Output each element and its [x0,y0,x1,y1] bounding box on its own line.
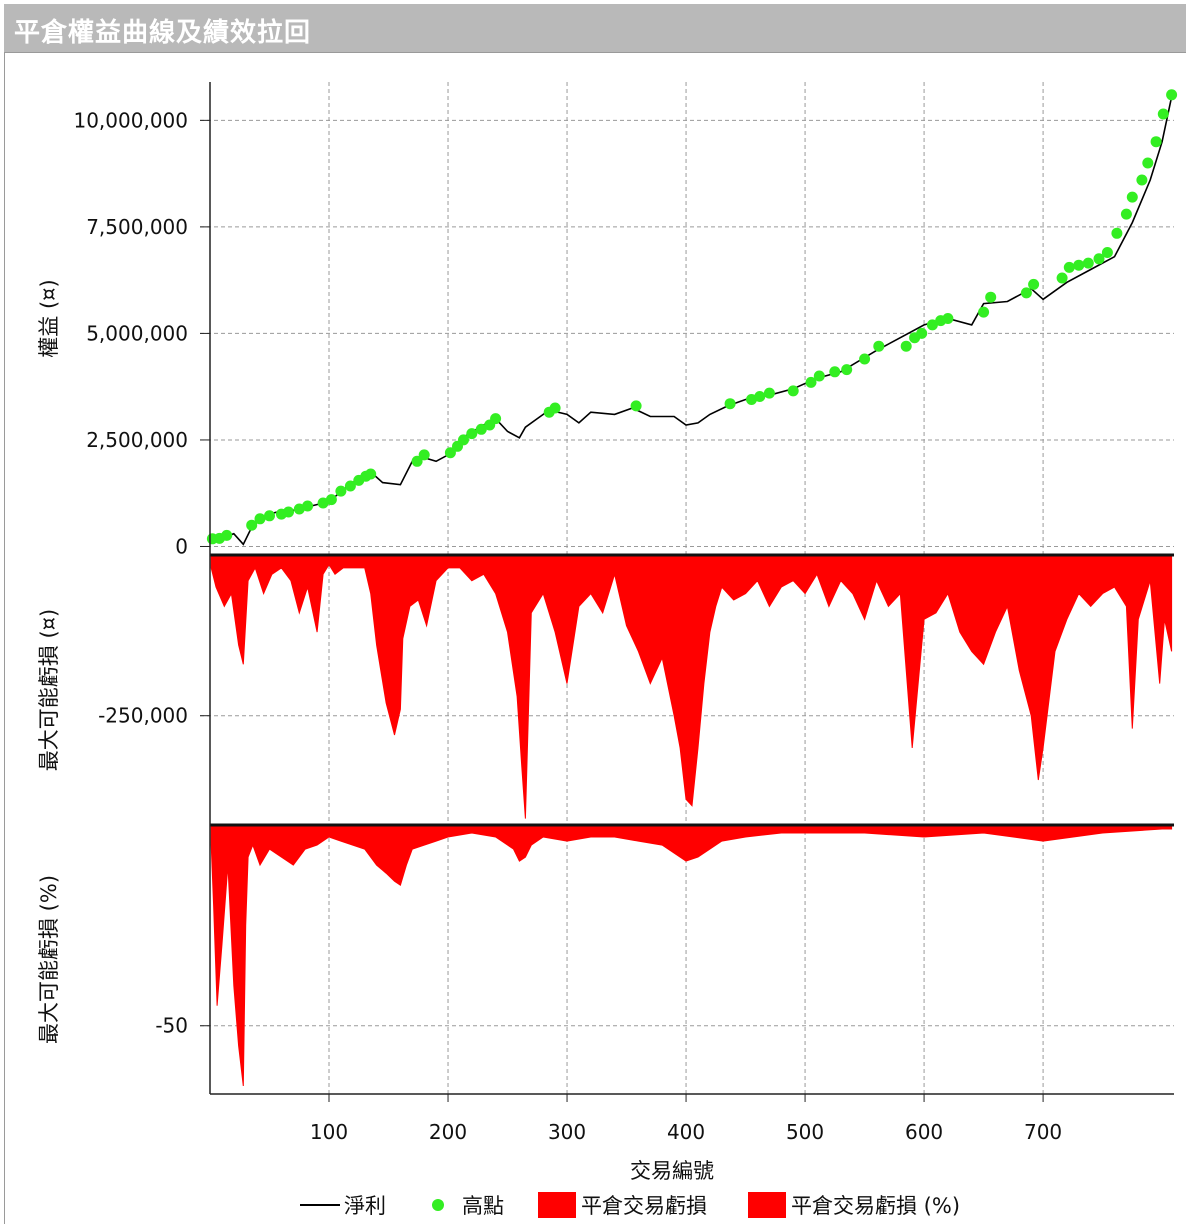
high-point-marker [900,340,912,352]
legend-label: 平倉交易虧損 (%) [791,1194,960,1218]
drawdown_amount-area [210,554,1173,819]
y-axis-title: 最大可能虧損 (%) [37,875,61,1044]
high-point-marker [1136,174,1148,186]
y-tick-label: -50 [155,1014,188,1038]
high-point-marker [1073,259,1085,271]
high-point-marker [829,366,841,378]
high-point-marker [1150,136,1162,148]
y-axis-title: 最大可能虧損 (¤) [37,609,61,771]
x-tick-label: 700 [1024,1120,1062,1144]
high-point-marker [985,291,997,303]
high-point-marker [746,394,757,405]
high-point-marker [942,313,954,324]
high-point-marker [787,385,799,397]
legend-box-swatch [748,1192,786,1218]
high-point-marker [630,400,642,412]
high-point-marker [873,340,885,352]
y-tick-label: 5,000,000 [86,321,188,345]
high-point-marker [1063,261,1075,273]
high-point-marker [1157,108,1169,120]
high-point-marker [1101,247,1113,258]
high-point-marker [418,449,430,461]
high-point-marker [1082,257,1094,269]
high-point-marker [1056,272,1068,284]
high-point-marker [490,413,502,425]
high-point-marker [813,370,825,382]
high-point-marker [1093,253,1105,265]
legend-label: 高點 [462,1194,504,1218]
legend-label: 淨利 [344,1194,386,1218]
x-tick-label: 500 [786,1120,824,1144]
high-point-marker [264,510,275,522]
high-point-marker [805,376,817,388]
high-point-marker [254,513,266,525]
high-point-marker [466,428,478,440]
high-point-marker [221,529,233,541]
high-point-marker [365,468,377,480]
high-point-marker [335,485,347,497]
high-point-marker [754,391,766,402]
y-tick-label: -250,000 [98,704,188,728]
high-point-marker [458,434,469,446]
high-point-marker [246,519,258,531]
x-tick-label: 600 [905,1120,943,1144]
legend-dot-swatch [432,1199,444,1211]
high-point-marker [916,327,928,339]
high-point-marker [344,480,356,492]
high-point-marker [859,353,871,365]
legend-label: 平倉交易虧損 [581,1194,707,1218]
high-point-marker [283,506,294,518]
drawdown_percent-area [210,824,1173,1087]
y-tick-label: 2,500,000 [86,428,188,452]
x-tick-label: 100 [310,1120,348,1144]
high-point-marker [978,306,990,318]
high-point-marker [1142,157,1154,169]
high-point-marker [841,364,853,376]
frame-border [4,52,5,1224]
equity-panel: 0 2,500,000 5,000,000 7,500,000 10,000,000 權益… [37,89,1178,558]
high-point-marker [411,455,423,467]
x-axis-title: 交易編號 [630,1159,714,1183]
high-point-marker [1020,287,1032,299]
high-point-marker [317,497,329,509]
high-point-marker [1166,89,1178,101]
high-point-marker [302,500,314,512]
y-tick-label: 10,000,000 [73,108,188,132]
high-point-marker [1028,278,1040,290]
x-tick-label: 200 [429,1120,467,1144]
high-point-marker [1126,191,1138,203]
legend-box-swatch [538,1192,576,1218]
high-point-marker [1111,227,1123,239]
high-point-marker [926,319,938,331]
high-point-marker [293,503,305,515]
y-tick-label: 7,500,000 [86,215,188,239]
window-title: 平倉權益曲線及績效拉回 [14,18,312,48]
title-bar: 平倉權益曲線及績效拉回 [4,4,1186,53]
drawdown_percent-panel: -50 最大可能虧損 (%) [37,823,1174,1087]
high-point-marker [444,447,456,459]
x-tick-label: 400 [667,1120,705,1144]
high-point-marker [1120,208,1132,220]
high-point-marker [763,387,775,399]
x-tick-label: 300 [548,1120,586,1144]
y-tick-label: 0 [175,534,188,558]
y-axis-title: 權益 (¤) [37,279,61,357]
high-point-marker [549,402,561,414]
drawdown_amount-panel: -250,000 最大可能虧損 (¤) [37,553,1174,819]
high-point-marker [724,398,736,410]
high-point-marker [325,494,337,506]
high-point-marker [475,423,487,435]
